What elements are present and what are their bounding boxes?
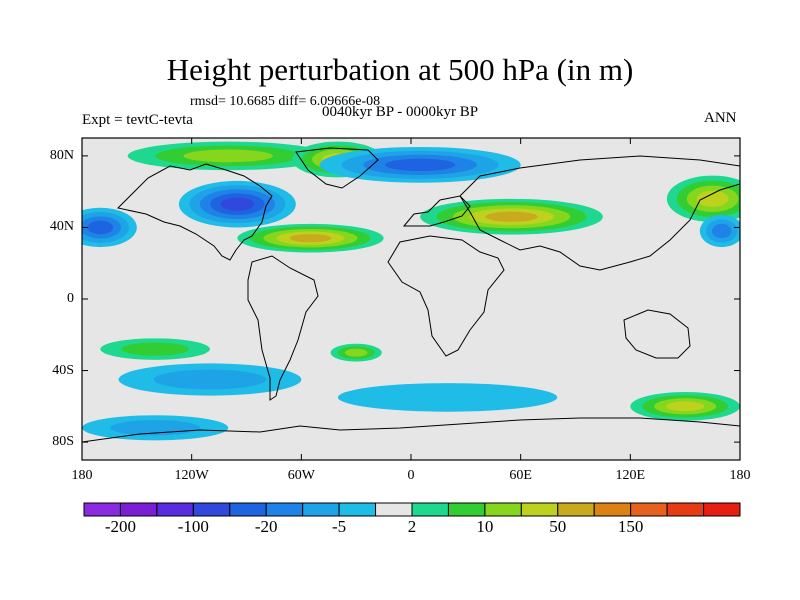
experiment-label: Expt = tevtC-tevta: [82, 112, 193, 128]
colorbar-swatch: [630, 502, 668, 517]
region-eurasia-high: [420, 198, 603, 235]
contour-level-3: [220, 197, 255, 211]
contour-level-12: [696, 190, 729, 207]
colorbar-label: 10: [476, 517, 494, 536]
region-south-atlantic-high: [330, 343, 382, 362]
australia-coastline: [623, 309, 691, 359]
colorbar-swatch: [703, 502, 741, 517]
y-tick-label: 40N: [49, 219, 74, 235]
x-tick-label: 180: [71, 468, 93, 483]
x-tick-label: 60W: [287, 468, 315, 483]
contour-level-11: [344, 348, 368, 357]
contour-fields: [82, 141, 740, 441]
region-north-pacific-low: [82, 207, 137, 248]
colorbar-label: -200: [104, 517, 137, 536]
europe-coastline: [402, 195, 471, 227]
region-australia-south-high: [630, 392, 740, 421]
colorbar-swatch: [520, 502, 559, 517]
contour-level-12: [666, 401, 705, 412]
colorbar-swatch: [593, 502, 632, 517]
colorbar-swatch: [447, 502, 486, 517]
y-tick-label: 0: [67, 291, 74, 306]
y-tick-label: 40S: [52, 362, 74, 378]
region-east-siberia-low: [699, 214, 740, 248]
x-tick-label: 180: [729, 468, 751, 483]
colorbar-swatch: [192, 502, 231, 517]
region-arctic-canada-high: [127, 141, 329, 171]
greenland-coastline: [295, 147, 379, 189]
x-tick-label: 120W: [174, 468, 209, 483]
region-south-pacific-high: [100, 338, 210, 360]
map-layer: [82, 138, 740, 460]
contour-level-4: [87, 220, 113, 235]
region-southern-ocean-low: [337, 383, 558, 412]
asia-coastline: [459, 155, 740, 271]
africa-coastline: [387, 235, 505, 357]
coastlines: [82, 147, 740, 443]
south-america-coastline: [247, 255, 319, 401]
contour-level-13: [289, 234, 332, 243]
colorbar-swatch: [156, 502, 194, 517]
colorbar-label: 150: [617, 517, 644, 536]
contour-level-6: [153, 369, 267, 390]
antarctica-coastline: [82, 417, 740, 443]
colorbar-swatch: [265, 502, 304, 517]
colorbar-swatch: [375, 502, 413, 517]
x-tick-label: 0: [407, 468, 415, 483]
colorbar-swatch: [666, 502, 705, 517]
region-east-asia-high: [666, 175, 740, 223]
colorbar-label: -100: [177, 517, 209, 536]
contour-level-5: [711, 223, 732, 239]
x-tick-label: 60E: [509, 468, 532, 483]
colorbar-swatch: [83, 502, 121, 517]
colorbar-label: 2: [407, 517, 417, 536]
colorbar-swatch: [302, 502, 340, 517]
colorbar-label: -5: [332, 517, 347, 536]
north-america-coastline: [116, 163, 273, 261]
contour-level-13: [485, 211, 538, 222]
region-arctic-low: [319, 146, 521, 183]
colorbar: [83, 502, 741, 517]
colorbar-label: 50: [549, 517, 567, 536]
period-text: 0040kyr BP - 0000kyr BP: [322, 104, 479, 120]
colorbar-label: -20: [254, 517, 278, 536]
contour-level-10: [121, 342, 189, 356]
contour-level-4: [385, 158, 456, 172]
colorbar-swatch: [557, 502, 595, 517]
y-tick-label: 80N: [49, 147, 74, 163]
colorbar-swatch: [338, 502, 377, 517]
season-label: ANN: [704, 110, 737, 126]
chart-title: Height perturbation at 500 hPa (in m): [166, 52, 634, 87]
contour-level-7: [337, 383, 558, 412]
region-north-atlantic-high: [237, 223, 384, 253]
region-north-america-low: [178, 180, 296, 228]
stats-text: rmsd= 10.6685 diff= 6.09666e-08: [190, 94, 381, 109]
colorbar-swatch: [229, 502, 267, 517]
y-tick-label: 80S: [52, 434, 74, 450]
colorbar-swatch: [484, 502, 522, 517]
contour-level-11: [183, 149, 273, 163]
tick-marks: [81, 138, 741, 460]
x-tick-label: 120E: [615, 468, 646, 483]
region-south-pacific-low: [118, 363, 302, 396]
region-antarctic-pacific-low: [82, 415, 229, 441]
colorbar-swatch: [411, 502, 449, 517]
colorbar-swatch: [119, 502, 158, 517]
